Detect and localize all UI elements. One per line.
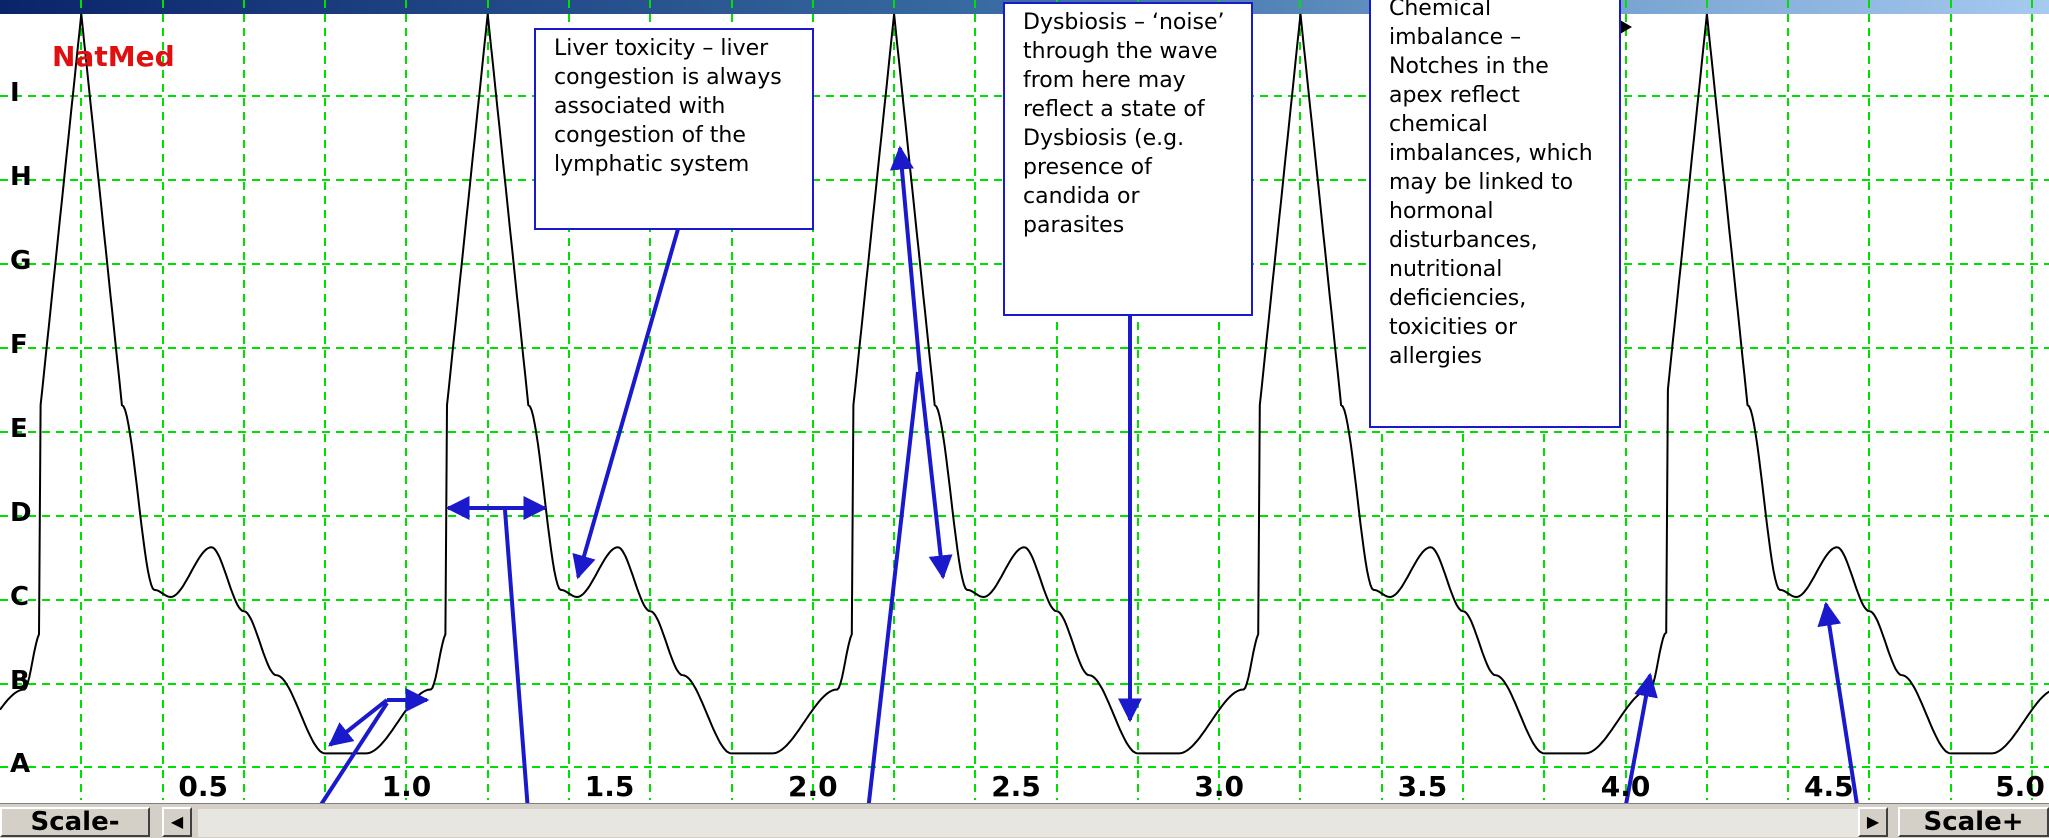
annotation-arrows [298, 20, 1864, 837]
x-tick-label: 3.5 [1397, 770, 1448, 803]
annotation-chemical-imbalance: Chemical imbalance – Notches in the apex… [1369, 0, 1621, 428]
app-logo: NatMed [52, 40, 175, 73]
annotation-dysbiosis: Dysbiosis – ‘noise’ through the wave fro… [1003, 2, 1253, 316]
arrow-head-small [1620, 20, 1632, 34]
arrow-width-tail [503, 509, 532, 837]
arrow-dip-left [328, 698, 389, 747]
x-tick-label: 3.0 [1194, 770, 1244, 803]
y-tick-label: B [10, 666, 30, 696]
x-tick-label: 1.5 [584, 770, 635, 803]
arrow-upstroke-b [918, 369, 953, 580]
y-tick-label: F [10, 330, 28, 360]
scroll-left-icon[interactable]: ◀ [162, 807, 192, 837]
scale-minus-button[interactable]: Scale- [0, 807, 150, 837]
x-tick-label: 5.0 [1995, 770, 2045, 803]
arrow-liver [572, 221, 682, 580]
y-tick-label: G [10, 246, 32, 276]
x-tick-label: 0.5 [178, 770, 228, 803]
x-tick-label: 4.0 [1600, 770, 1651, 803]
y-tick-label: A [10, 749, 31, 779]
arrow-notch-right [1817, 601, 1864, 837]
y-tick-label: I [10, 78, 20, 108]
y-tick-label: E [10, 414, 28, 444]
scroll-right-icon[interactable]: ▶ [1858, 807, 1888, 837]
x-tick-label: 2.0 [787, 770, 838, 803]
y-tick-label: H [10, 162, 32, 192]
arrow-upstroke-a [889, 145, 922, 371]
pulse-wave-series [0, 13, 2049, 755]
scale-plus-button[interactable]: Scale+ [1898, 807, 2049, 837]
arrow-upstroke-tail [863, 371, 920, 837]
y-tick-label: C [10, 582, 30, 612]
x-tick-label: 2.5 [991, 770, 1041, 803]
y-tick-label: D [10, 498, 32, 528]
x-tick-label: 4.5 [1803, 770, 1854, 803]
x-tick-label: 1.0 [381, 770, 432, 803]
annotation-liver-toxicity: Liver toxicity – liver congestion is alw… [534, 28, 814, 230]
horizontal-scrollbar-track[interactable] [198, 809, 1858, 837]
